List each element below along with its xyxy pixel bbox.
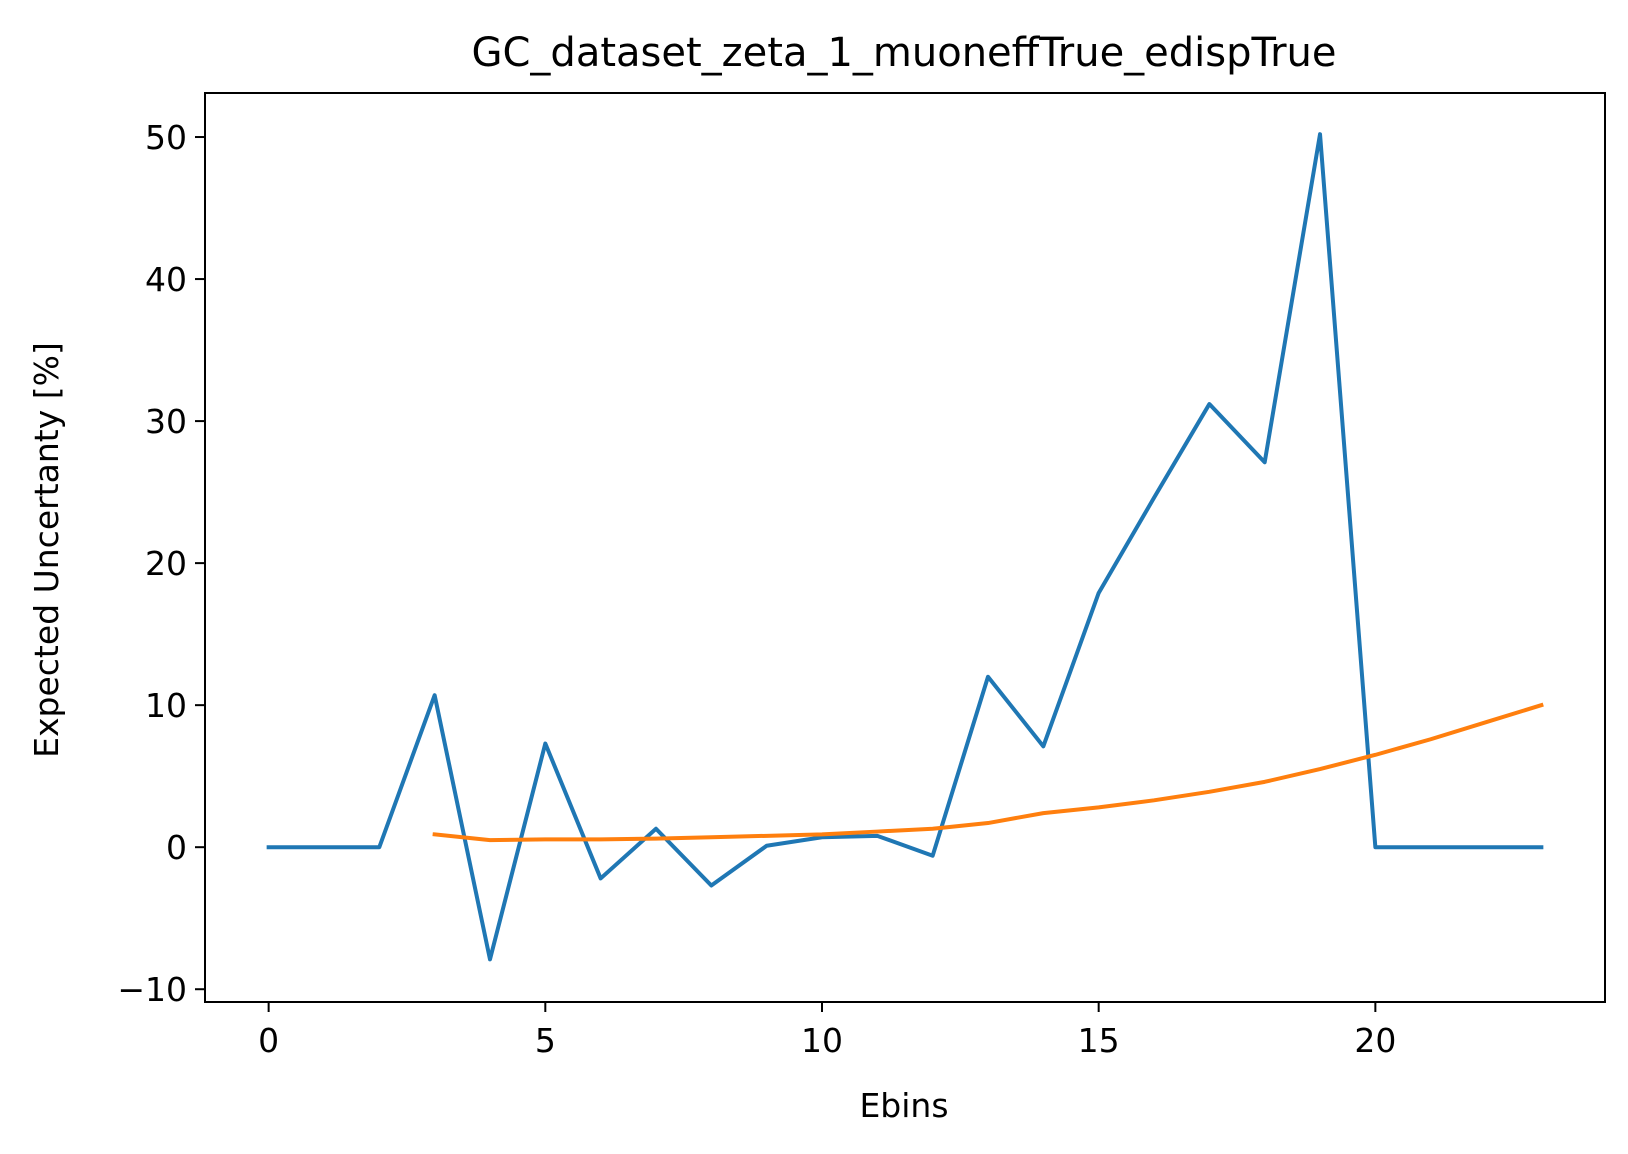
plot-area	[266, 132, 1544, 962]
y-axis: −10 0 10 20 30 40 50	[117, 118, 205, 1009]
x-axis-label: Ebins	[859, 1086, 948, 1125]
y-tick-label: 50	[145, 118, 187, 157]
y-tick-label: 0	[166, 828, 187, 867]
x-tick-label: 5	[535, 1021, 556, 1060]
y-tick-label: −10	[117, 970, 187, 1009]
x-axis: 0 5 10 15 20	[258, 1002, 1396, 1060]
x-tick-label: 0	[258, 1021, 279, 1060]
plot-frame	[204, 92, 1606, 1003]
y-tick-label: 40	[145, 260, 187, 299]
y-tick-label: 20	[145, 544, 187, 583]
x-tick-label: 15	[1078, 1021, 1120, 1060]
series-line-1	[266, 132, 1544, 962]
y-axis-label: Expected Uncertanty [%]	[27, 342, 66, 758]
y-tick-label: 30	[145, 402, 187, 441]
x-tick-label: 10	[801, 1021, 843, 1060]
chart-title: GC_dataset_zeta_1_muoneffTrue_edispTrue	[472, 30, 1337, 76]
x-tick-label: 20	[1354, 1021, 1396, 1060]
y-tick-label: 10	[145, 686, 187, 725]
series-line-2	[432, 702, 1544, 843]
